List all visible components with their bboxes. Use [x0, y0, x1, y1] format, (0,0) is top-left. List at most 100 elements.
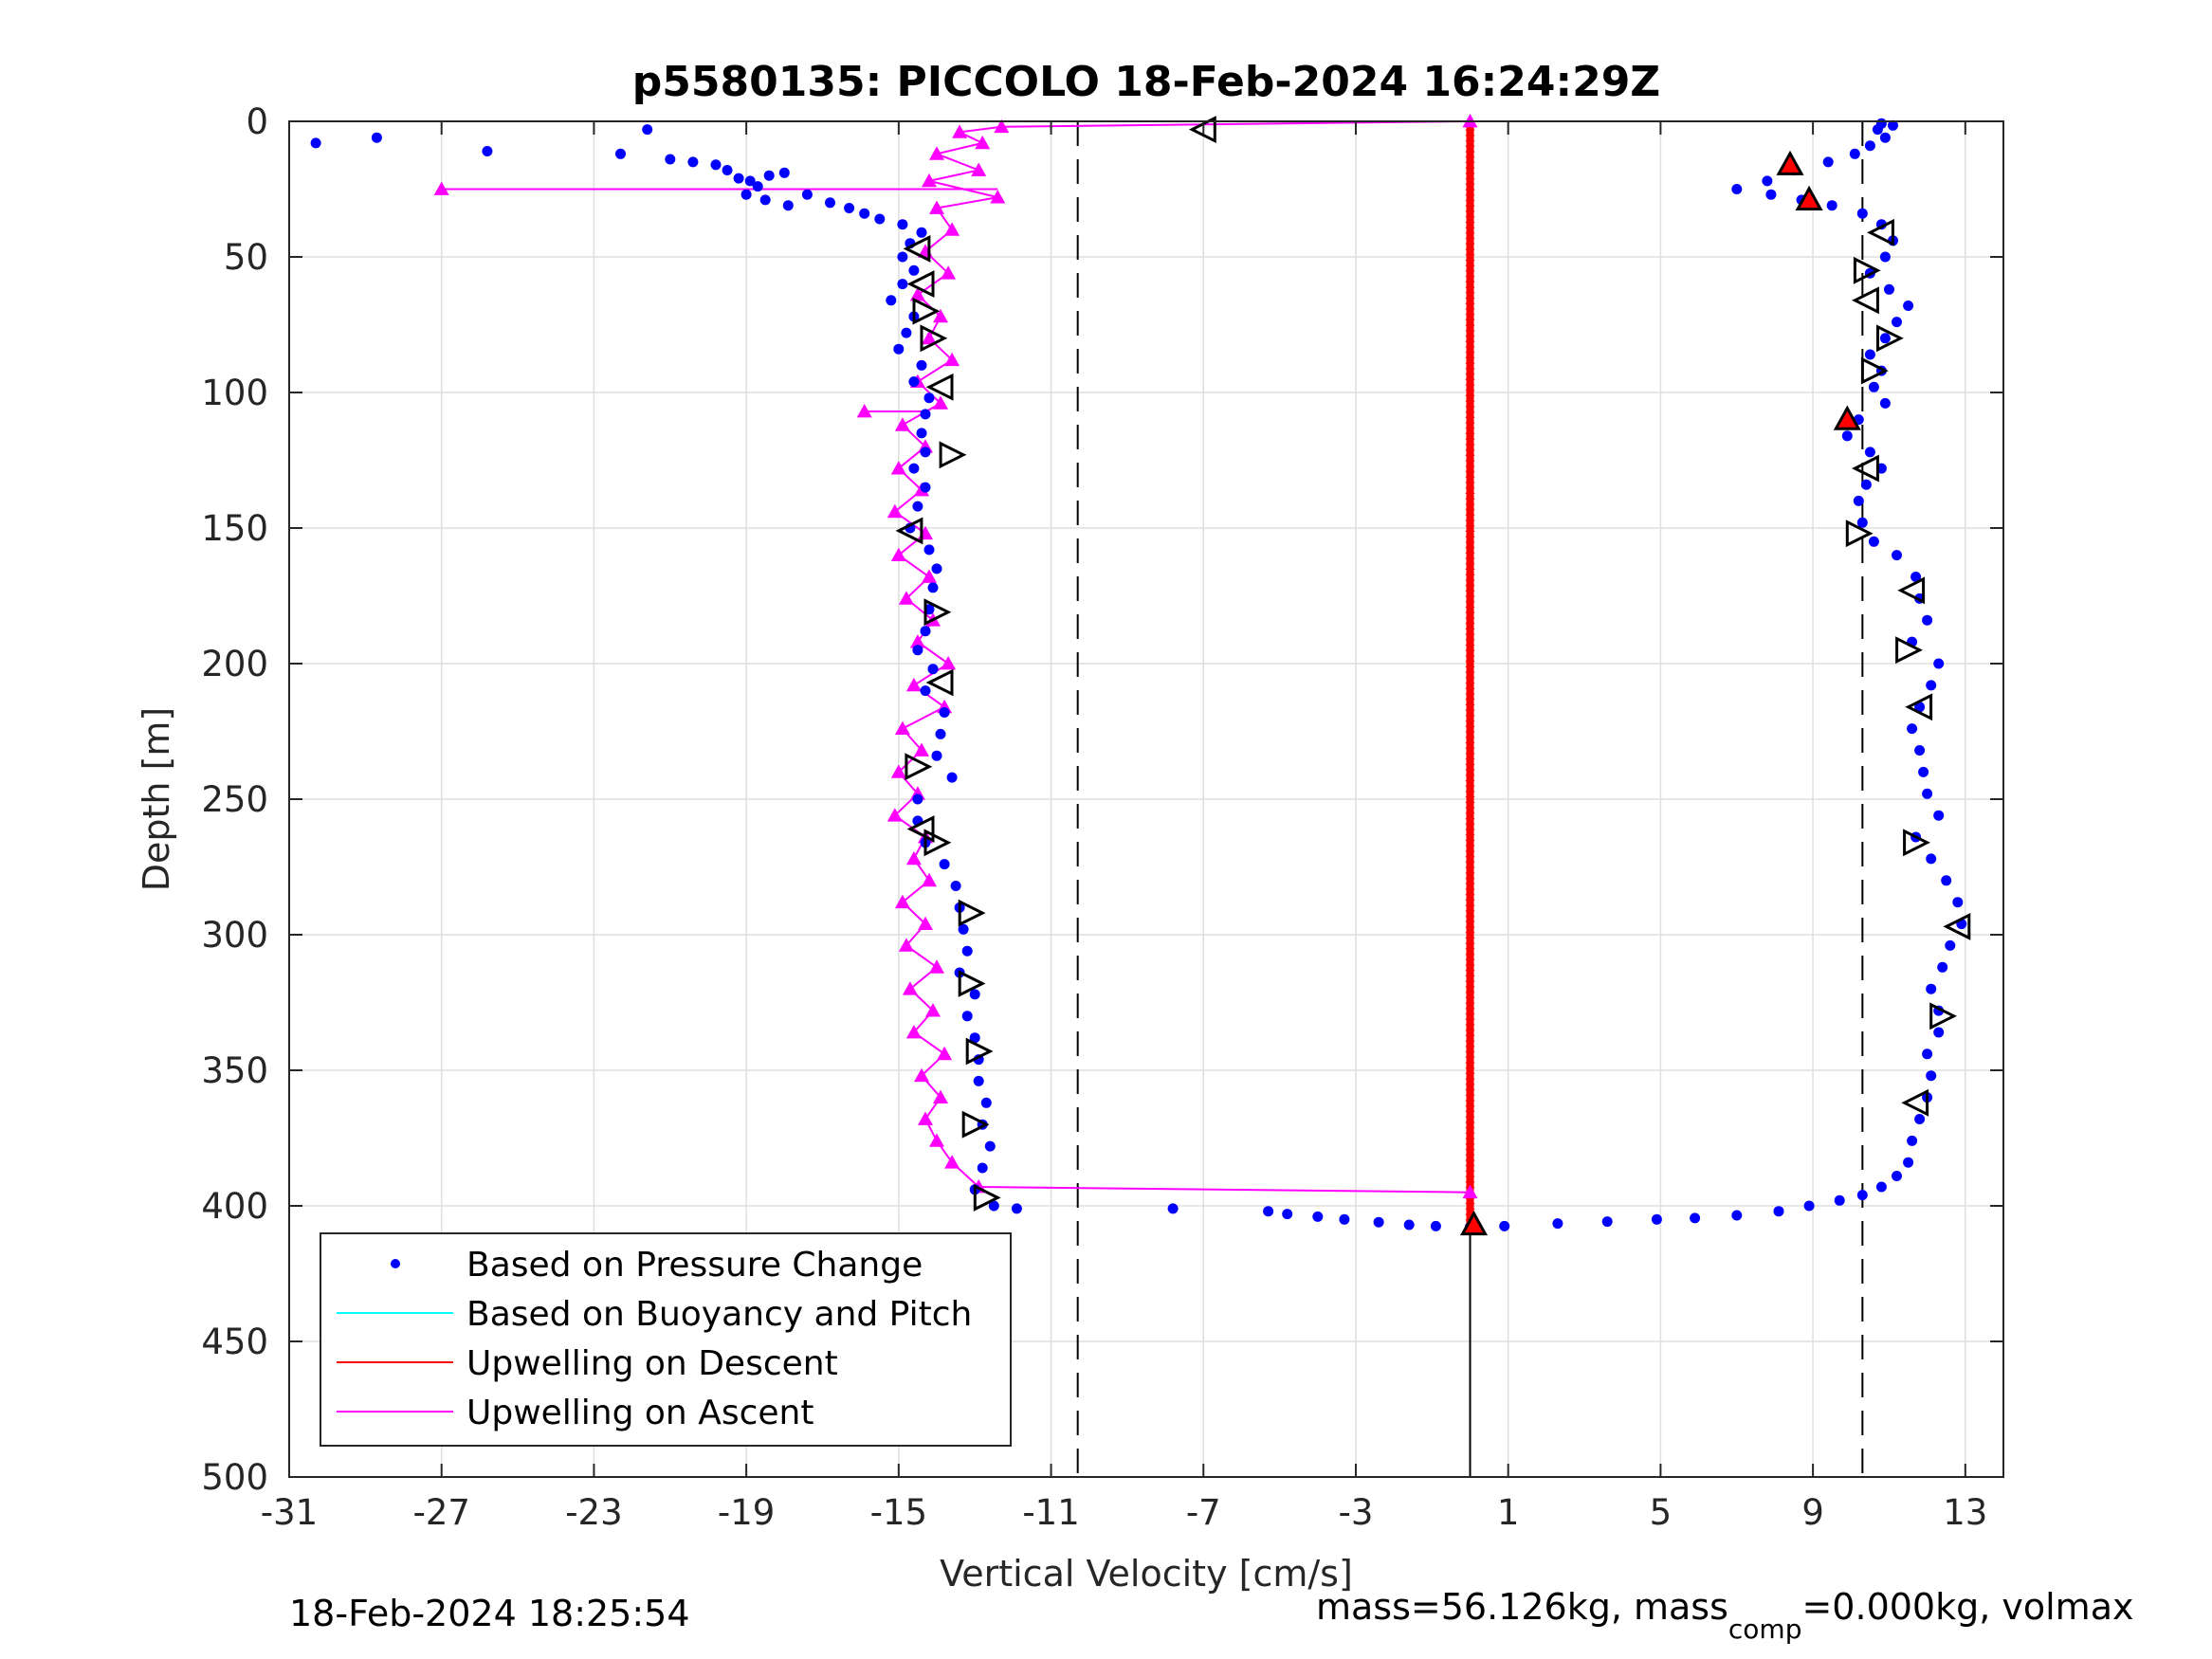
pressure-velocity-point	[1868, 381, 1879, 392]
descent-upwelling-marker	[1465, 458, 1475, 467]
pressure-velocity-point	[782, 200, 794, 211]
direction-marker	[958, 970, 986, 997]
descent-upwelling-marker	[1465, 718, 1475, 727]
descent-upwelling-marker	[1465, 897, 1475, 906]
ascent-outlier-marker	[1462, 1184, 1478, 1199]
pressure-velocity-point	[886, 295, 897, 306]
descent-upwelling-marker	[1465, 951, 1475, 960]
descent-upwelling-marker	[1465, 355, 1475, 364]
y-tick-label: 500	[201, 1457, 268, 1498]
pressure-velocity-point	[371, 132, 382, 143]
pressure-velocity-point	[939, 859, 950, 870]
ascent-upwelling-marker	[890, 764, 906, 778]
descent-upwelling-marker	[1465, 697, 1475, 705]
descent-upwelling-marker	[1465, 799, 1475, 809]
legend-label-pressure: Based on Pressure Change	[466, 1246, 923, 1285]
descent-upwelling-marker	[1465, 757, 1475, 765]
descent-upwelling-marker	[1465, 642, 1475, 651]
pressure-velocity-point	[927, 582, 939, 593]
ascent-upwelling-marker	[944, 1155, 960, 1169]
pressure-velocity-point	[1651, 1213, 1662, 1225]
pressure-velocity-point	[1879, 132, 1891, 143]
descent-upwelling-marker	[1465, 685, 1475, 695]
pressure-velocity-point	[1312, 1211, 1324, 1222]
descent-upwelling-marker	[1465, 1163, 1475, 1172]
descent-upwelling-marker	[1465, 577, 1475, 587]
descent-upwelling-marker	[1465, 989, 1475, 998]
descent-upwelling-marker	[1465, 777, 1475, 787]
pressure-velocity-point	[763, 170, 775, 181]
y-tick-label: 50	[224, 237, 268, 278]
y-tick-label: 350	[201, 1050, 268, 1091]
descent-upwelling-marker	[1465, 870, 1475, 880]
descent-upwelling-marker	[1465, 322, 1475, 332]
descent-upwelling-marker	[1465, 328, 1475, 337]
descent-upwelling-marker	[1465, 284, 1475, 294]
descent-upwelling-marker	[1465, 902, 1475, 912]
pressure-velocity-point	[1773, 1206, 1784, 1217]
pressure-velocity-point	[1903, 1157, 1914, 1168]
descent-upwelling-marker	[1465, 1195, 1475, 1205]
descent-upwelling-marker	[1465, 192, 1475, 202]
legend-box	[320, 1232, 1012, 1447]
descent-upwelling-marker	[1465, 1108, 1475, 1118]
axis-ticks: -31 -27 -23 -19 -15 -11 -7 -3 1 5 9 130501001502002…	[201, 101, 2003, 1533]
descent-upwelling-marker	[1465, 295, 1475, 304]
pressure-velocity-point	[893, 343, 905, 355]
descent-upwelling-marker	[1465, 1141, 1475, 1151]
descent-upwelling-marker	[1465, 468, 1475, 478]
descent-upwelling-marker	[1465, 827, 1475, 836]
pressure-velocity-point	[1910, 572, 1922, 582]
descent-upwelling-marker	[1465, 1206, 1475, 1215]
pressure-velocity-point	[912, 645, 923, 656]
descent-upwelling-marker	[1465, 333, 1475, 342]
x-tick-label: 1	[1497, 1492, 1520, 1533]
ascent-upwelling-marker	[905, 850, 922, 866]
pressure-velocity-point	[912, 793, 923, 805]
pressure-velocity-point	[1430, 1220, 1441, 1231]
descent-upwelling-marker	[1465, 848, 1475, 858]
descent-upwelling-marker	[1465, 409, 1475, 418]
pressure-velocity-point	[920, 447, 931, 458]
descent-upwelling-marker	[1465, 1168, 1475, 1177]
y-tick-label: 250	[201, 779, 268, 820]
descent-upwelling-marker	[1465, 984, 1475, 994]
x-tick-label: 9	[1801, 1492, 1824, 1533]
ascent-upwelling-marker	[918, 1111, 933, 1125]
ascent-upwelling-marker	[918, 916, 933, 930]
ascent-upwelling-marker	[898, 938, 914, 952]
ascent-upwelling-marker	[941, 265, 957, 280]
x-tick-label: -15	[870, 1492, 927, 1533]
ascent-upwelling-marker	[914, 1067, 929, 1083]
highlighted-upwelling-marker	[1795, 185, 1823, 210]
descent-upwelling-marker	[1465, 430, 1475, 440]
pressure-velocity-point	[844, 203, 855, 213]
descent-upwelling-marker	[1465, 582, 1475, 592]
x-axis-label: Vertical Velocity [cm/s]	[940, 1553, 1353, 1595]
pressure-velocity-point	[931, 563, 942, 574]
x-tick-label: -23	[565, 1492, 622, 1533]
ascent-upwelling-marker	[894, 894, 910, 909]
legend-label-buoyancy: Based on Buoyancy and Pitch	[466, 1295, 972, 1334]
descent-upwelling-marker	[1465, 588, 1475, 597]
x-tick-label: -27	[412, 1492, 469, 1533]
descent-upwelling-marker	[1465, 647, 1475, 657]
descent-upwelling-marker	[1465, 767, 1475, 776]
descent-upwelling-marker	[1465, 593, 1475, 603]
descent-upwelling-marker	[1465, 442, 1475, 451]
pressure-velocity-point	[1339, 1213, 1350, 1225]
x-tick-label: -11	[1022, 1492, 1079, 1533]
descent-upwelling-marker	[1465, 257, 1475, 266]
direction-marker	[1853, 256, 1881, 284]
pressure-velocity-point	[1834, 1194, 1845, 1206]
pressure-velocity-point	[950, 881, 961, 891]
pressure-velocity-point	[665, 154, 676, 165]
descent-upwelling-marker	[1465, 252, 1475, 261]
descent-upwelling-marker	[1465, 604, 1475, 613]
ascent-upwelling-marker	[922, 330, 937, 345]
ascent-upwelling-marker	[922, 569, 937, 583]
descent-upwelling-marker	[1465, 680, 1475, 689]
descent-upwelling-marker	[1465, 534, 1475, 543]
pressure-velocity-point	[980, 1097, 992, 1108]
descent-upwelling-marker	[1465, 610, 1475, 619]
